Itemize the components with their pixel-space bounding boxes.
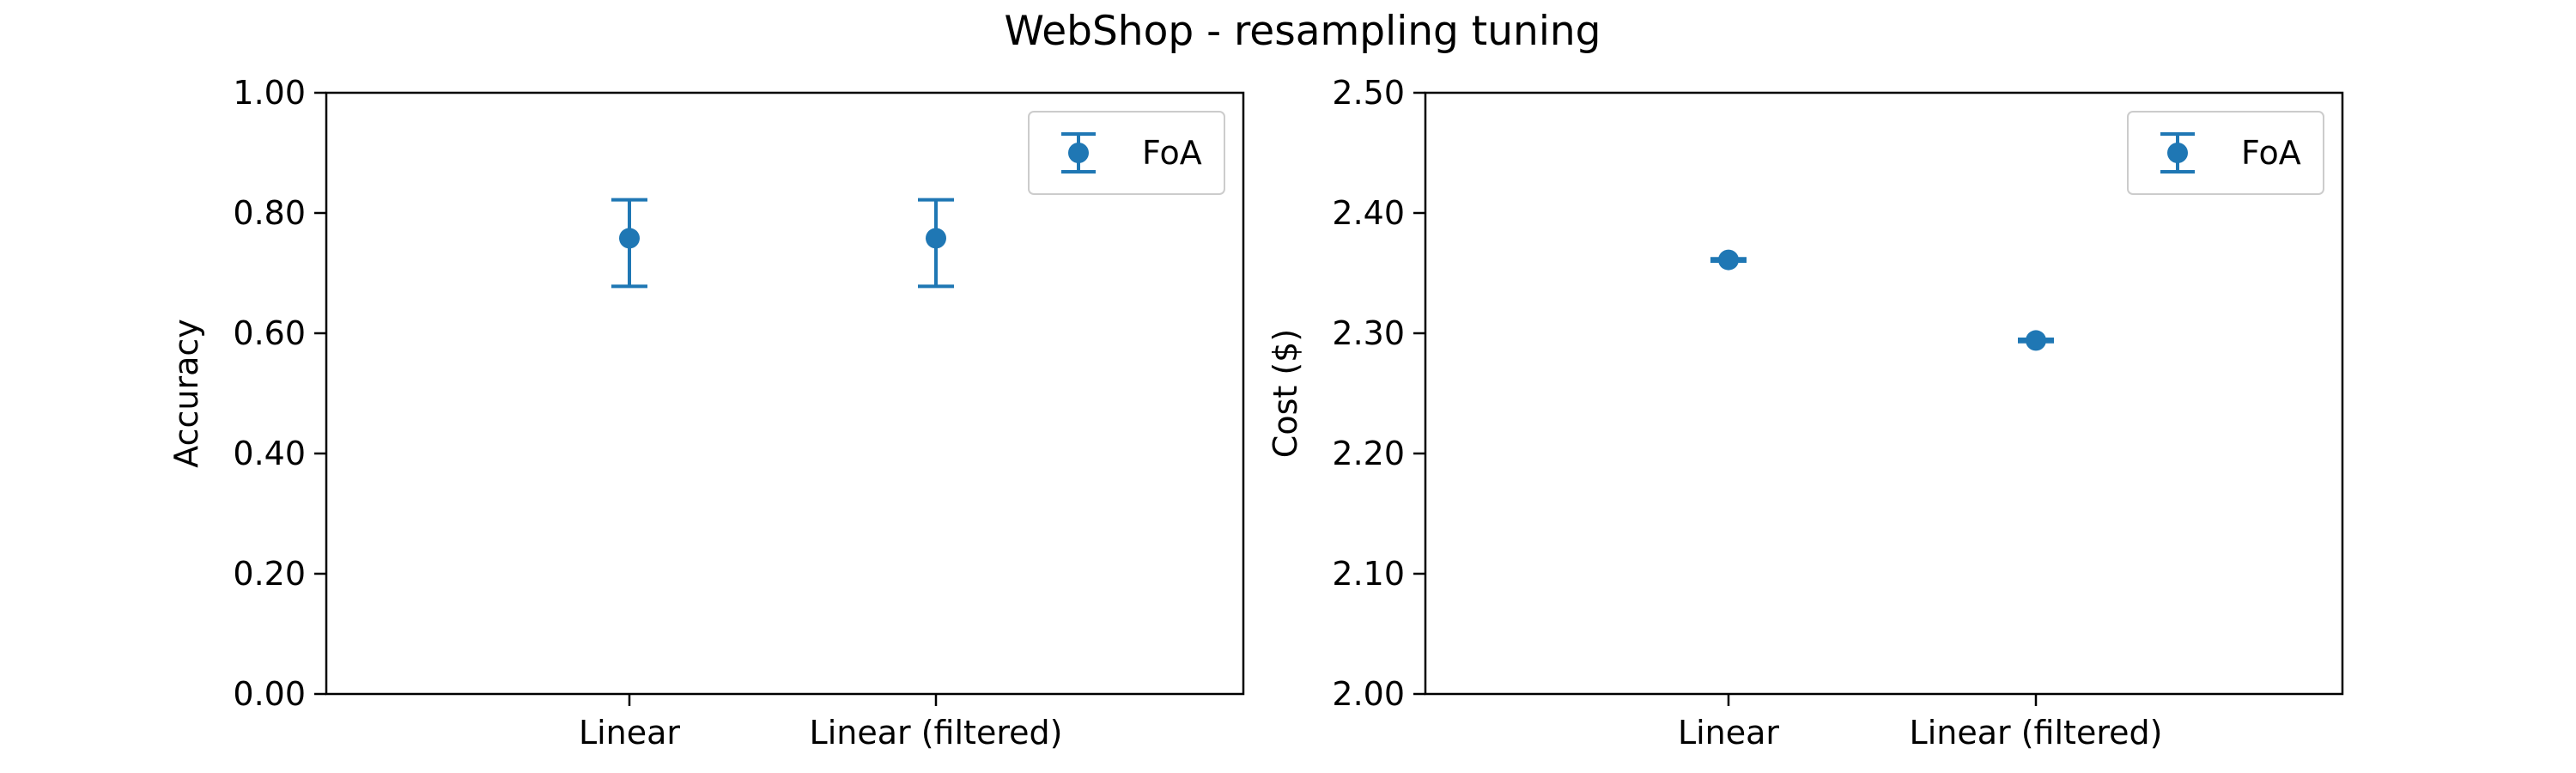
chart-panel-2: 2.00 2.10 2.20 2.30 2.40 2.50 Linear Linear (fi…	[1267, 74, 2344, 752]
chart-panel-1: 0.00 0.20 0.40 0.60 0.80 1.00 Linear Linear (fi…	[167, 74, 1245, 752]
legend-marker-dot	[2167, 143, 2188, 163]
legend-label: FoA	[2241, 134, 2301, 172]
figure-title: WebShop - resampling tuning	[1005, 8, 1601, 55]
y-axis-label: Accuracy	[167, 319, 205, 468]
data-point	[619, 228, 640, 249]
y-tick-label: 0.80	[233, 194, 306, 232]
y-tick-label: 2.50	[1332, 74, 1405, 112]
y-tick-label: 0.00	[233, 675, 306, 713]
plot-frame	[1424, 91, 2344, 696]
y-tick-label: 2.20	[1332, 435, 1405, 472]
y-tick-label: 2.30	[1332, 314, 1405, 352]
y-tick-label: 0.60	[233, 314, 306, 352]
y-tick-label: 2.00	[1332, 675, 1405, 713]
legend-marker-dot	[1068, 143, 1089, 163]
y-tick-label: 2.40	[1332, 194, 1405, 232]
data-point	[1718, 249, 1739, 271]
x-tick-label: Linear (filtered)	[810, 714, 1063, 752]
y-tick-label: 0.40	[233, 435, 306, 472]
data-point	[2026, 330, 2046, 351]
legend-label: FoA	[1142, 134, 1202, 172]
x-tick-label: Linear	[1678, 714, 1779, 752]
data-point	[926, 228, 946, 249]
y-tick-label: 1.00	[233, 74, 306, 112]
plot-frame	[325, 91, 1245, 696]
y-tick-label: 0.20	[233, 555, 306, 593]
y-axis-label: Cost ($)	[1267, 329, 1304, 458]
legend: FoA	[2127, 111, 2324, 195]
legend: FoA	[1028, 111, 1225, 195]
x-tick-label: Linear (filtered)	[1910, 714, 2163, 752]
y-tick-label: 2.10	[1332, 555, 1405, 593]
x-tick-label: Linear	[579, 714, 680, 752]
